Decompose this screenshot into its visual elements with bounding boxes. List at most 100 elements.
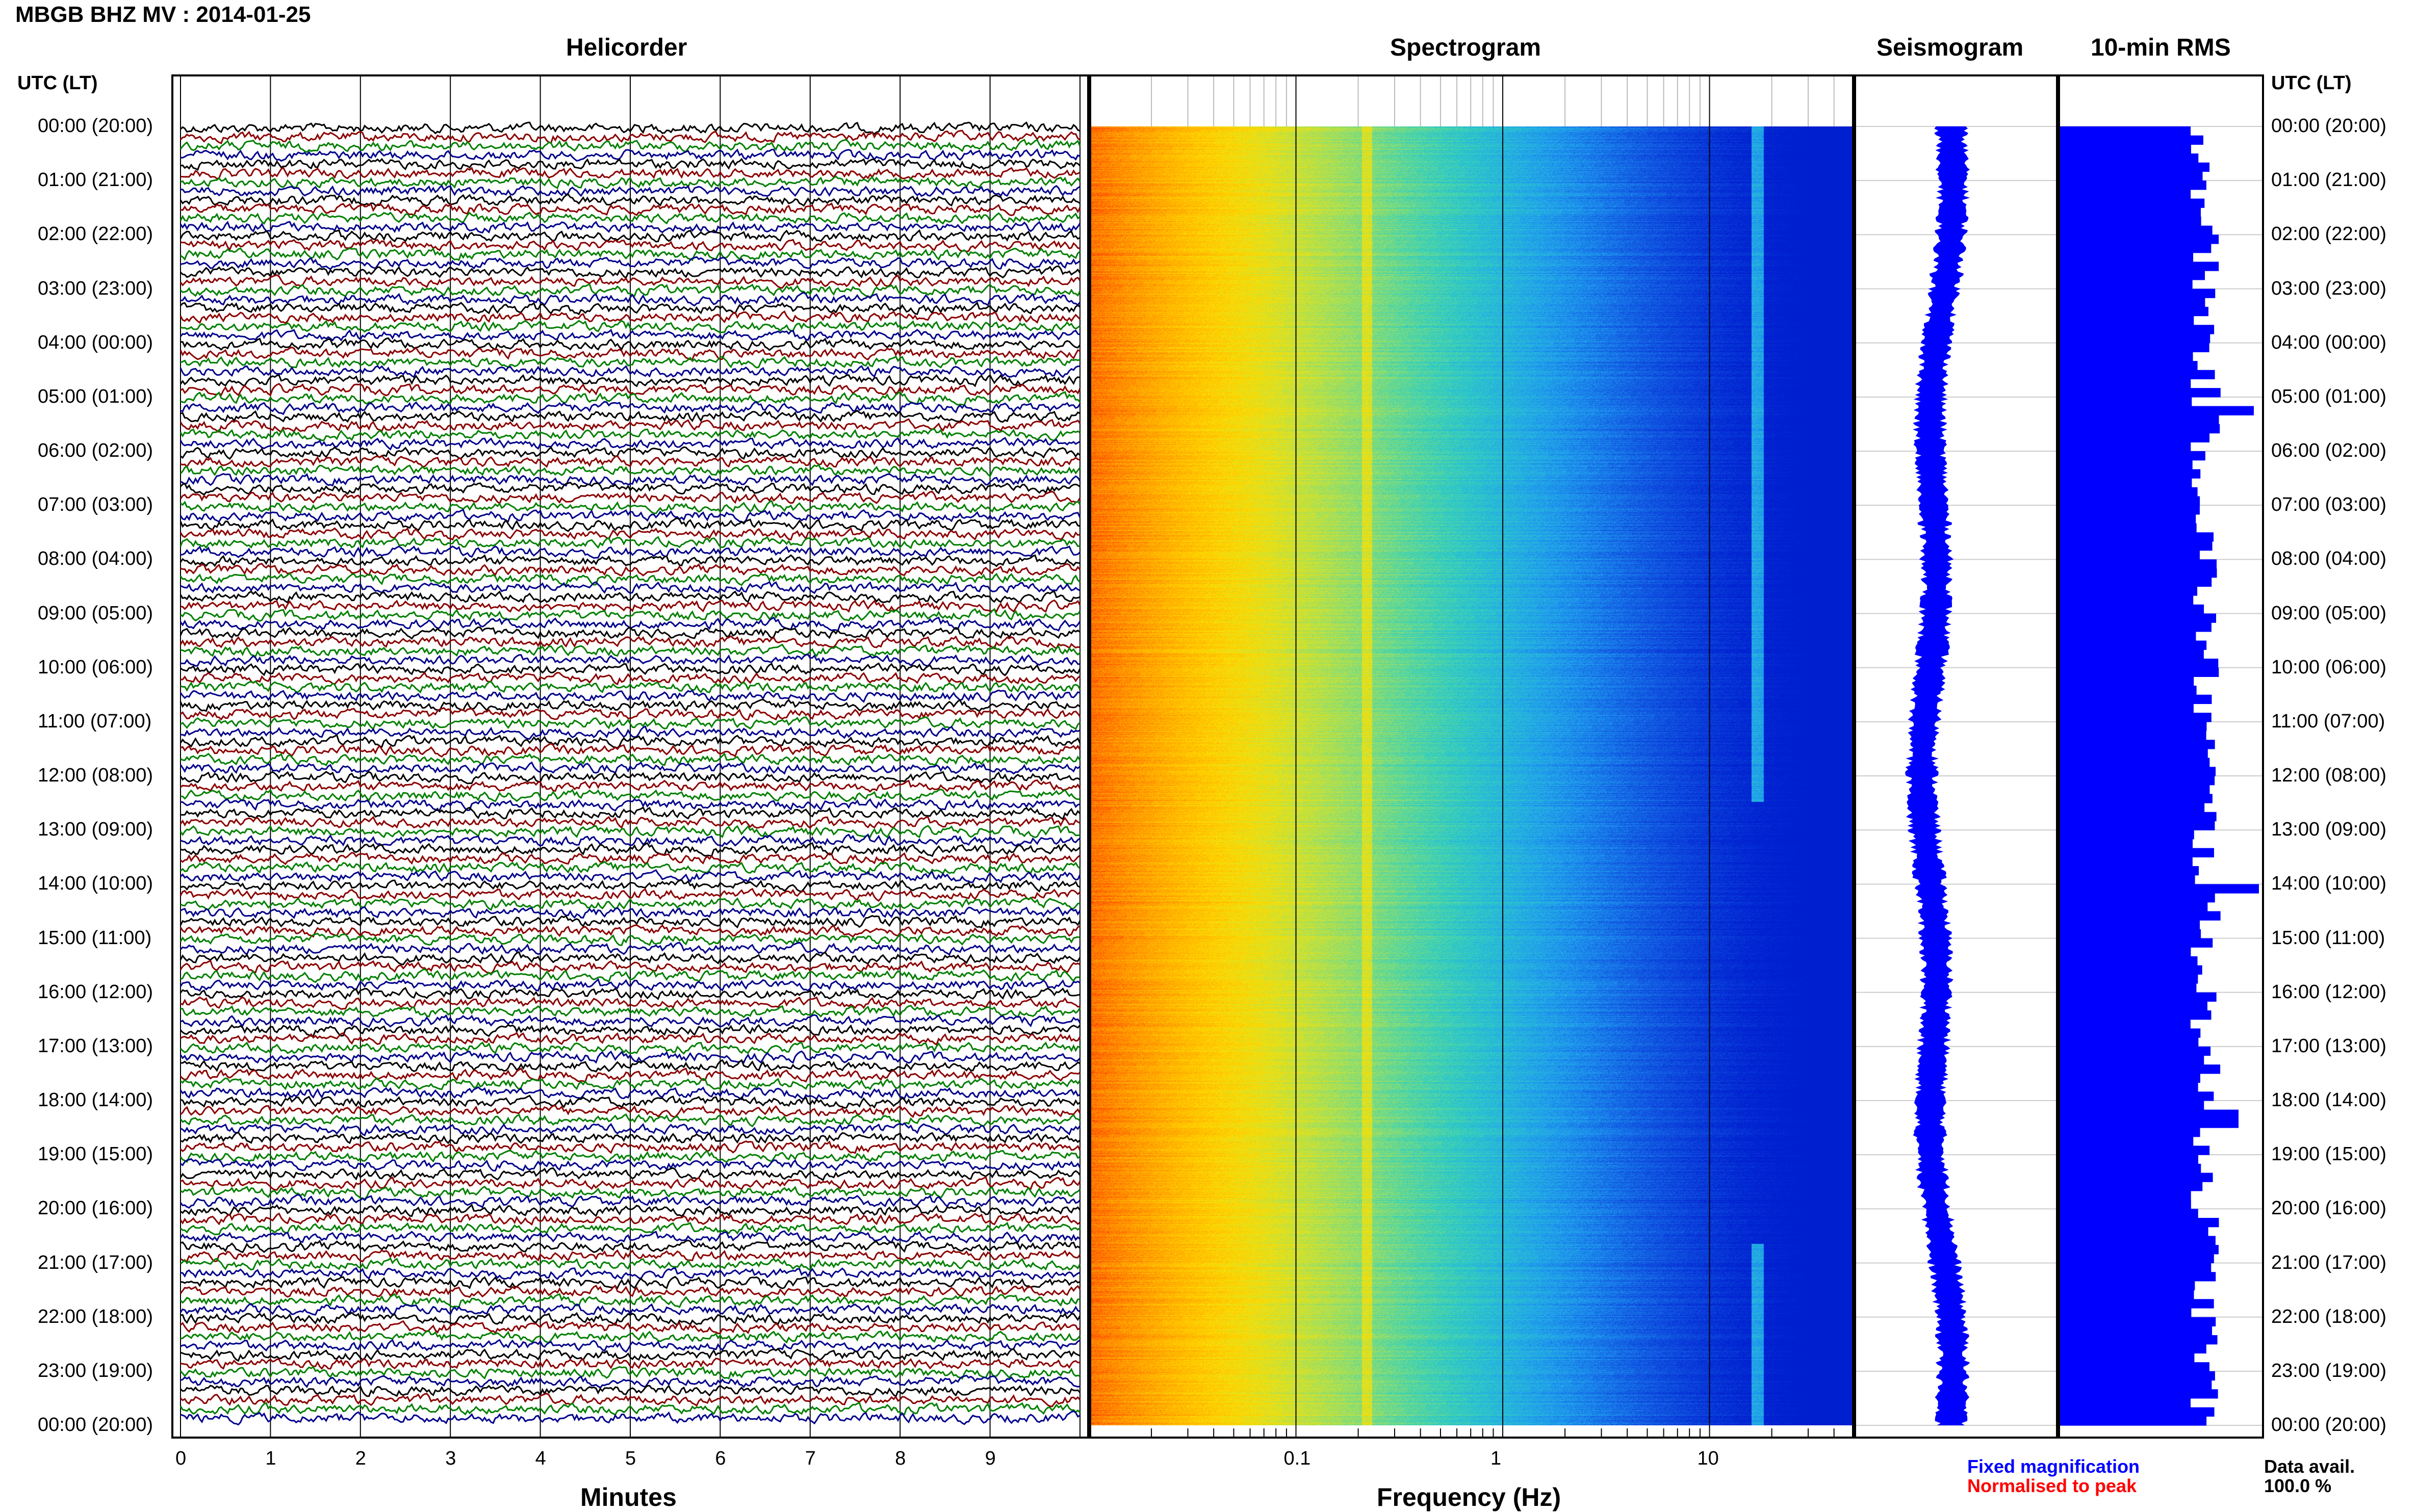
helicorder-trace	[180, 1347, 1081, 1362]
helicorder-trace	[179, 554, 1081, 567]
rms-bar	[2060, 929, 2201, 939]
helicorder-trace	[179, 1366, 1081, 1380]
time-label-left: 07:00 (03:00)	[38, 494, 153, 516]
helicorder-trace	[180, 473, 1081, 487]
helicorder-trace	[179, 1167, 1081, 1182]
rms-bar	[2060, 893, 2215, 903]
rms-bar	[2060, 135, 2203, 145]
rms-bar	[2060, 622, 2212, 632]
helicorder-trace	[179, 1113, 1081, 1128]
rms-bar	[2060, 595, 2194, 605]
rms-bar	[2060, 541, 2213, 551]
time-label-left: 14:00 (10:00)	[38, 873, 153, 895]
helicorder-trace	[180, 1131, 1081, 1144]
time-label-right: 23:00 (19:00)	[2271, 1360, 2387, 1381]
rms-bar	[2060, 1407, 2215, 1417]
rms-bar	[2060, 1055, 2204, 1065]
minute-tick-label: 1	[265, 1448, 276, 1469]
rms-bar	[2060, 965, 2202, 975]
time-label-right: 11:00 (07:00)	[2271, 710, 2385, 732]
helicorder-trace	[179, 490, 1081, 505]
rms-bar	[2060, 505, 2200, 515]
spectrogram-heatmap	[1089, 126, 1854, 1425]
rms-bar	[2060, 1073, 2200, 1083]
rms-bar	[2060, 1389, 2218, 1399]
rms-bar	[2060, 442, 2191, 452]
rms-bar	[2060, 1019, 2191, 1029]
helicorder-trace	[180, 833, 1081, 847]
rms-bar	[2060, 721, 2207, 732]
helicorder-trace	[179, 193, 1081, 207]
rms-bar	[2060, 731, 2206, 740]
rms-bar	[2060, 532, 2214, 542]
helicorder-trace	[179, 274, 1081, 289]
helicorder-trace	[179, 987, 1081, 1000]
rms-bar	[2060, 1362, 2209, 1372]
time-label-right: 10:00 (06:00)	[2271, 656, 2387, 678]
helicorder-trace	[179, 761, 1081, 775]
rms-bar	[2060, 1182, 2203, 1191]
helicorder-trace	[180, 779, 1081, 793]
utc-label-left: UTC (LT)	[17, 72, 98, 94]
helicorder-trace	[180, 158, 1081, 171]
rms-bar	[2060, 1326, 2213, 1336]
rms-bar	[2060, 514, 2196, 524]
minute-tick-label: 2	[355, 1448, 366, 1469]
time-label-left: 19:00 (15:00)	[38, 1143, 153, 1165]
rms-bar	[2060, 1001, 2207, 1011]
helicorder-trace	[180, 1094, 1081, 1109]
helicorder-trace	[180, 879, 1081, 893]
rms-bar	[2060, 289, 2216, 298]
helicorder-trace	[179, 942, 1081, 956]
rms-bar	[2060, 279, 2193, 290]
rms-bar	[2060, 1155, 2199, 1164]
rms-bar	[2060, 1317, 2216, 1326]
rms-bar	[2060, 1200, 2191, 1209]
helicorder-trace	[179, 418, 1081, 433]
helicorder-trace	[180, 1267, 1081, 1281]
rms-bar	[2060, 352, 2193, 361]
spectrogram-grid	[1089, 74, 1854, 1439]
rms-bar	[2060, 361, 2198, 371]
time-label-right: 20:00 (16:00)	[2271, 1197, 2387, 1219]
minute-tick-label: 0	[175, 1448, 187, 1469]
helicorder-trace	[180, 1358, 1081, 1370]
rms-bar	[2060, 803, 2205, 813]
helicorder-trace	[179, 635, 1081, 650]
rms-bar	[2060, 920, 2200, 930]
helicorder-trace	[180, 707, 1081, 721]
rms-bar	[2060, 956, 2198, 966]
helicorder-trace	[180, 446, 1081, 460]
time-label-left: 08:00 (04:00)	[38, 548, 153, 570]
panel-frame	[1089, 74, 1854, 1439]
rms-bar	[2060, 649, 2204, 659]
helicorder-trace	[180, 401, 1081, 415]
rms-bar	[2060, 1371, 2215, 1381]
time-label-right: 05:00 (01:00)	[2271, 385, 2387, 407]
helicorder-trace	[179, 932, 1081, 946]
helicorder-trace	[180, 1320, 1081, 1335]
minute-tick-label: 5	[625, 1448, 636, 1469]
helicorder-trace	[179, 1150, 1081, 1163]
helicorder-trace	[180, 608, 1081, 622]
rms-bar	[2060, 640, 2207, 650]
time-label-left: 20:00 (16:00)	[38, 1197, 153, 1219]
helicorder-trace	[179, 129, 1081, 144]
helicorder-trace	[180, 1059, 1081, 1073]
rms-bar	[2060, 126, 2191, 136]
helicorder-trace	[179, 265, 1081, 279]
rms-bar	[2060, 1290, 2194, 1299]
seismogram-trace	[1905, 126, 1970, 1425]
helicorder-trace	[180, 292, 1081, 307]
rms-bar	[2060, 1010, 2212, 1020]
rms-bar	[2060, 694, 2212, 705]
rms-bar	[2060, 1128, 2200, 1137]
rms-bar	[2060, 1308, 2192, 1318]
helicorder-trace	[180, 545, 1081, 559]
rms-bar	[2060, 1046, 2211, 1056]
helicorder-trace	[180, 1122, 1081, 1137]
time-label-right: 14:00 (10:00)	[2271, 873, 2387, 895]
helicorder-trace	[180, 454, 1081, 468]
rms-bar	[2060, 189, 2191, 199]
rms-bar	[2060, 911, 2221, 921]
